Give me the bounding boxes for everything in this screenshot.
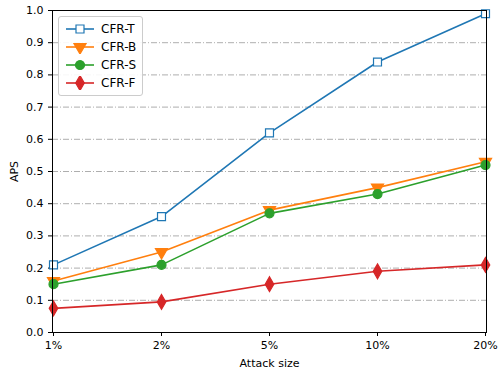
svg-text:0.9: 0.9 <box>26 36 44 49</box>
svg-text:2%: 2% <box>153 339 170 352</box>
svg-text:10%: 10% <box>365 339 389 352</box>
svg-text:0.6: 0.6 <box>26 133 44 146</box>
html-text:CFR-B: CFR-B <box>101 40 137 54</box>
svg-text:20%: 20% <box>473 339 497 352</box>
svg-text:APS: APS <box>8 161 21 182</box>
html-text:CFR-S: CFR-S <box>101 58 137 72</box>
svg-text:0.0: 0.0 <box>26 326 44 339</box>
svg-text:Attack size: Attack size <box>240 357 300 370</box>
html-text:CFR-F: CFR-F <box>101 76 136 90</box>
svg-text:0.8: 0.8 <box>26 68 44 81</box>
svg-text:1.0: 1.0 <box>26 4 44 17</box>
svg-text:0.5: 0.5 <box>26 165 44 178</box>
svg-text:0.4: 0.4 <box>26 197 44 210</box>
svg-text:0.3: 0.3 <box>26 229 44 242</box>
svg-text:1%: 1% <box>45 339 62 352</box>
html-text:CFR-T: CFR-T <box>101 22 135 36</box>
svg-text:0.1: 0.1 <box>26 294 44 307</box>
svg-text:0.2: 0.2 <box>26 262 44 275</box>
svg-text:5%: 5% <box>261 339 278 352</box>
svg-text:0.7: 0.7 <box>26 101 44 114</box>
